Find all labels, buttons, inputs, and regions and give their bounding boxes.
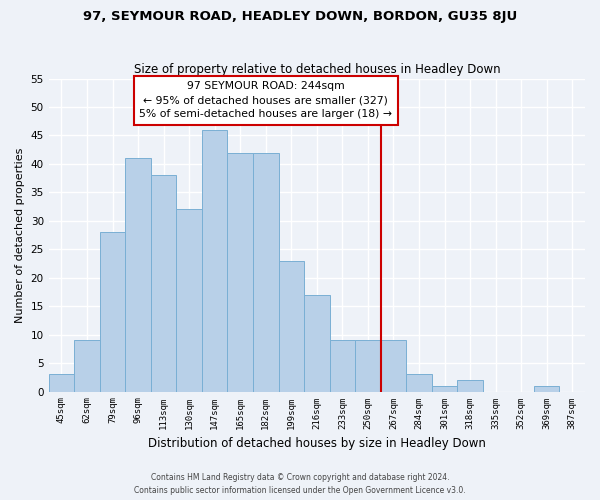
- Text: 97, SEYMOUR ROAD, HEADLEY DOWN, BORDON, GU35 8JU: 97, SEYMOUR ROAD, HEADLEY DOWN, BORDON, …: [83, 10, 517, 23]
- Text: 97 SEYMOUR ROAD: 244sqm
← 95% of detached houses are smaller (327)
5% of semi-de: 97 SEYMOUR ROAD: 244sqm ← 95% of detache…: [139, 82, 392, 120]
- Title: Size of property relative to detached houses in Headley Down: Size of property relative to detached ho…: [134, 63, 500, 76]
- Bar: [406, 374, 432, 392]
- Bar: [253, 152, 278, 392]
- Bar: [457, 380, 483, 392]
- Bar: [432, 386, 457, 392]
- Bar: [151, 176, 176, 392]
- Text: Contains HM Land Registry data © Crown copyright and database right 2024.
Contai: Contains HM Land Registry data © Crown c…: [134, 474, 466, 495]
- Bar: [304, 295, 329, 392]
- Bar: [534, 386, 559, 392]
- Bar: [355, 340, 380, 392]
- Bar: [202, 130, 227, 392]
- Bar: [176, 210, 202, 392]
- Bar: [329, 340, 355, 392]
- X-axis label: Distribution of detached houses by size in Headley Down: Distribution of detached houses by size …: [148, 437, 486, 450]
- Bar: [49, 374, 74, 392]
- Bar: [74, 340, 100, 392]
- Bar: [380, 340, 406, 392]
- Bar: [125, 158, 151, 392]
- Y-axis label: Number of detached properties: Number of detached properties: [15, 148, 25, 322]
- Bar: [227, 152, 253, 392]
- Bar: [100, 232, 125, 392]
- Bar: [278, 260, 304, 392]
